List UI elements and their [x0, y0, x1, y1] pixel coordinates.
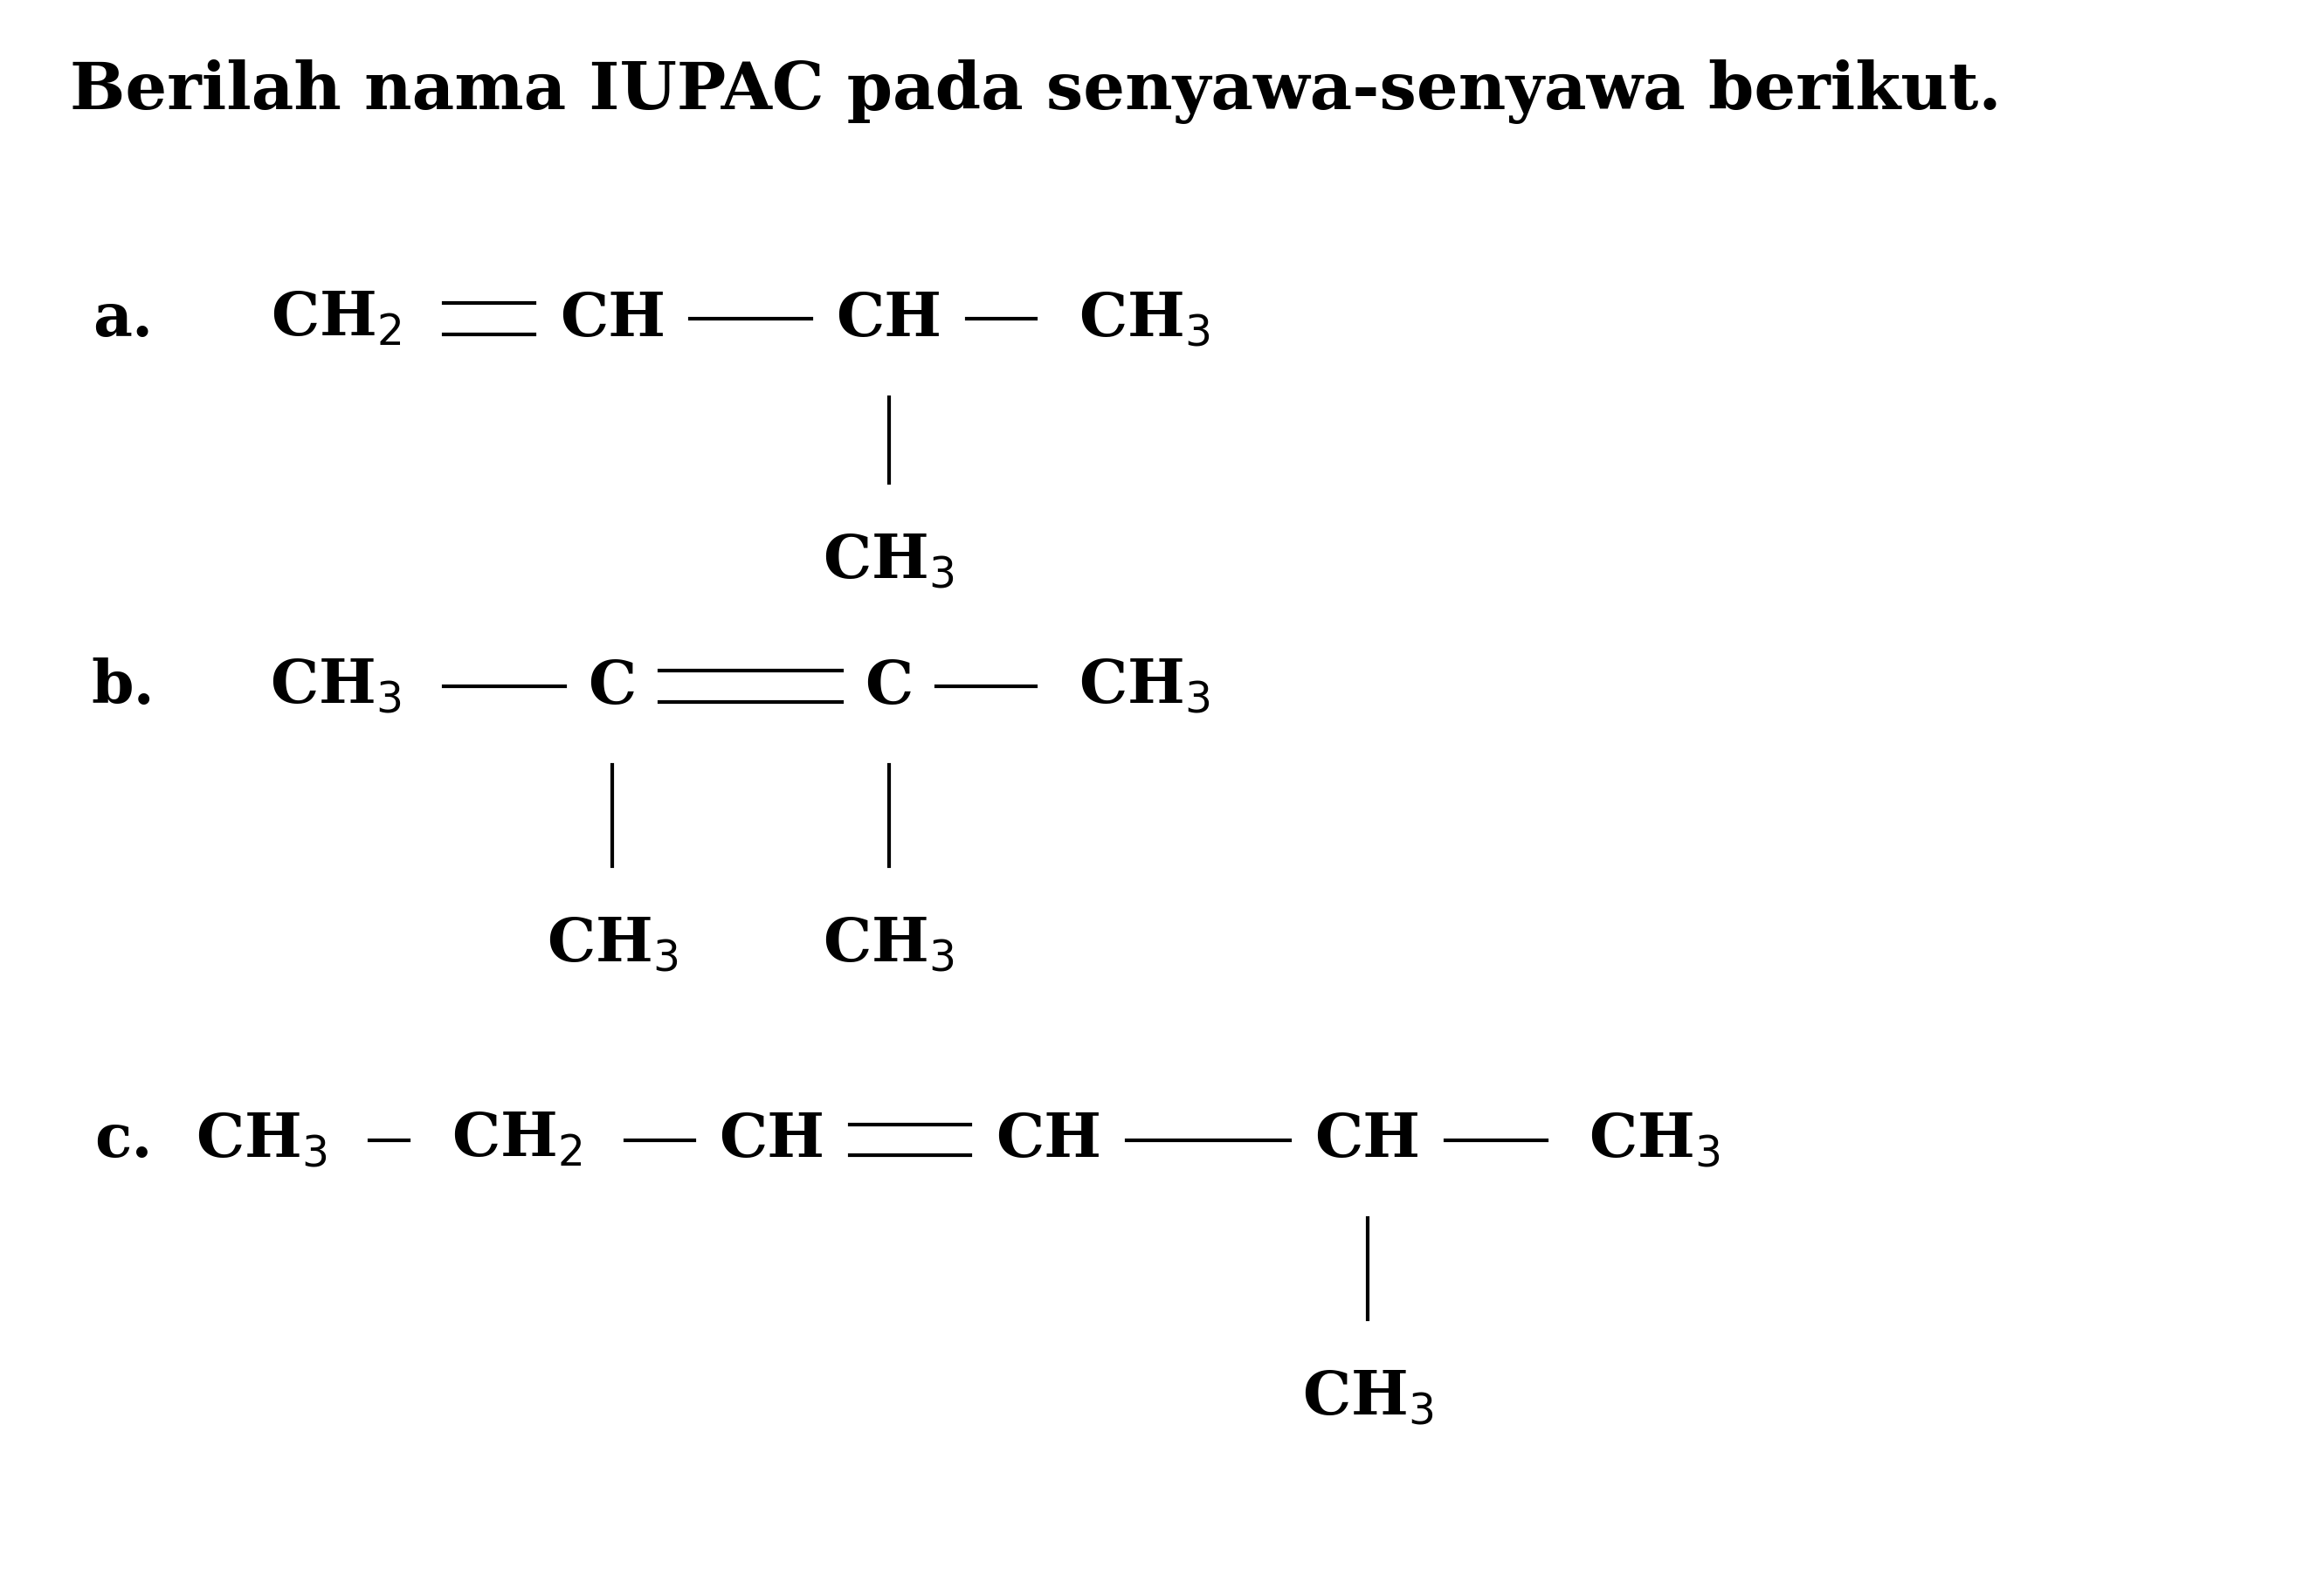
Text: CH$_3$: CH$_3$ — [1078, 290, 1211, 348]
Text: CH$_3$: CH$_3$ — [1301, 1368, 1434, 1428]
Text: CH$_3$: CH$_3$ — [823, 533, 955, 591]
Text: CH: CH — [718, 1111, 825, 1169]
Text: CH: CH — [560, 290, 665, 348]
Text: CH$_3$: CH$_3$ — [1078, 657, 1211, 716]
Text: b.: b. — [91, 657, 156, 716]
Text: c.: c. — [93, 1111, 151, 1169]
Text: CH$_2$: CH$_2$ — [270, 290, 402, 348]
Text: C: C — [588, 657, 637, 716]
Text: CH: CH — [837, 290, 941, 348]
Text: CH: CH — [995, 1111, 1102, 1169]
Text: CH: CH — [1315, 1111, 1420, 1169]
Text: Berilah nama IUPAC pada senyawa-senyawa berikut.: Berilah nama IUPAC pada senyawa-senyawa … — [70, 60, 2001, 125]
Text: C: C — [865, 657, 913, 716]
Text: CH$_2$: CH$_2$ — [451, 1111, 581, 1169]
Text: CH$_3$: CH$_3$ — [195, 1111, 328, 1169]
Text: CH$_3$: CH$_3$ — [823, 916, 955, 974]
Text: CH$_3$: CH$_3$ — [1590, 1111, 1720, 1169]
Text: CH$_3$: CH$_3$ — [546, 916, 679, 974]
Text: CH$_3$: CH$_3$ — [270, 657, 402, 716]
Text: a.: a. — [93, 290, 153, 348]
